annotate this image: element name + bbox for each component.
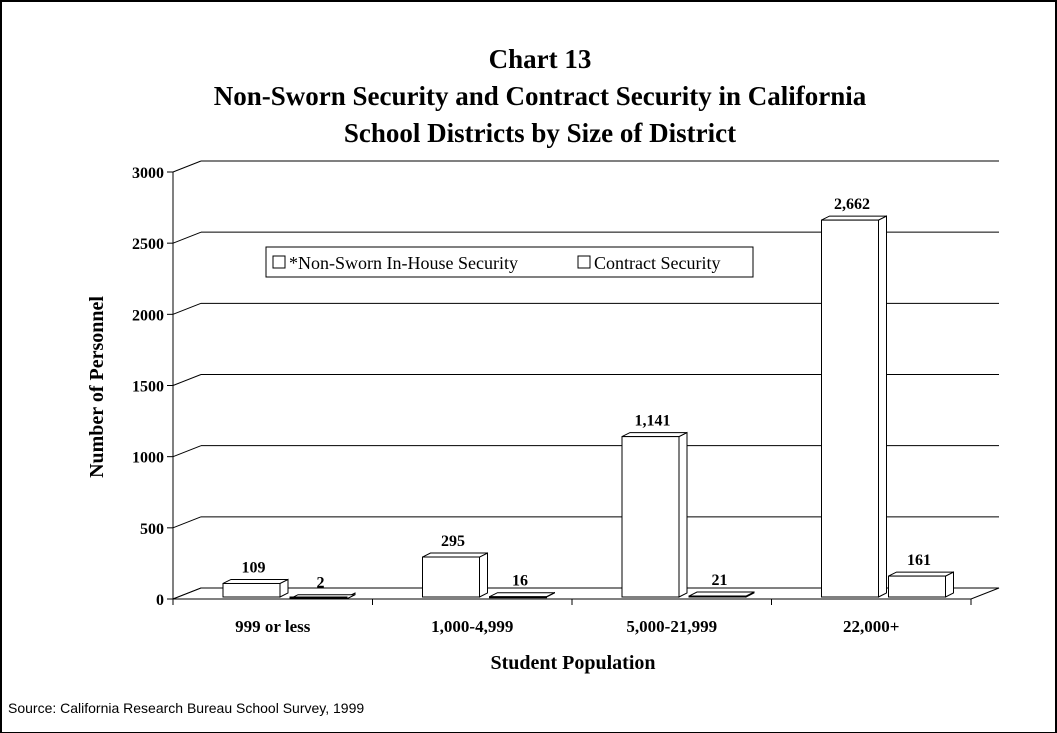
y-tick-label: 3000 <box>132 165 164 182</box>
y-tick-label: 2500 <box>132 236 164 253</box>
bar-front <box>621 436 680 598</box>
bar-contract: 2 <box>289 575 356 600</box>
bar-side <box>479 552 488 598</box>
bar-front <box>222 582 281 598</box>
legend: *Non-Sworn In-House Security Contract Se… <box>265 246 754 278</box>
data-label: 21 <box>712 572 728 589</box>
data-label: 16 <box>512 573 528 590</box>
gridline-connector <box>172 445 202 458</box>
data-label: 2,662 <box>834 196 870 213</box>
y-tick-label: 2000 <box>132 307 164 324</box>
floor-plane-outline <box>172 587 1000 600</box>
data-label: 161 <box>907 552 931 569</box>
legend-swatch-contract <box>577 255 591 269</box>
chart-title-line-2: Non-Sworn Security and Contract Security… <box>214 81 867 111</box>
bar-top <box>621 432 688 438</box>
gridline-connector <box>172 160 202 173</box>
chart-floor <box>172 587 1000 600</box>
bar-top <box>489 592 555 598</box>
x-category-label: 22,000+ <box>843 617 899 636</box>
gridline-connector <box>172 302 202 315</box>
y-tick-label: 0 <box>156 592 164 609</box>
gridline-connector <box>172 516 202 529</box>
bar-front <box>688 595 747 598</box>
x-category-label: 5,000-21,999 <box>626 617 717 636</box>
data-label: 109 <box>242 559 266 576</box>
bar-contract: 16 <box>489 573 555 599</box>
source-note: Source: California Research Bureau Schoo… <box>8 700 365 716</box>
gridline-connector <box>172 374 202 386</box>
bar-side <box>678 431 688 598</box>
bar-front <box>888 575 946 598</box>
bar-top <box>821 215 887 221</box>
x-category-label: 1,000-4,999 <box>431 617 513 636</box>
bar-top <box>888 571 954 577</box>
bar-contract: 21 <box>688 572 755 598</box>
bar-front <box>821 219 879 598</box>
bar-contract: 161 <box>888 552 954 598</box>
bar-top <box>688 591 755 597</box>
bar-top <box>222 578 289 584</box>
bar-in-house: 2,662 <box>821 196 887 598</box>
legend-label-contract: Contract Security <box>594 253 720 273</box>
bar-front <box>289 596 348 599</box>
data-label: 1,141 <box>635 413 671 430</box>
x-axis-title: Student Population <box>490 652 655 674</box>
legend-box <box>265 246 754 278</box>
y-tick-label: 1500 <box>132 379 164 396</box>
data-label: 295 <box>441 533 465 550</box>
y-tick-label: 1000 <box>132 450 164 467</box>
y-axis-title: Number of Personnel <box>86 296 108 478</box>
data-label: 2 <box>317 575 325 592</box>
bar-in-house: 295 <box>422 533 488 598</box>
axes: 0 500 1000 1500 2000 2500 3000 999 or less 1,000… <box>132 165 972 636</box>
legend-swatch-in-house <box>272 255 286 269</box>
y-tick-label: 500 <box>140 521 164 538</box>
gridline-connector <box>172 231 202 244</box>
bar-side <box>878 215 887 598</box>
bars: 109 295 1,141 2,662 2 16 21 161 <box>222 196 954 600</box>
bar-in-house: 1,141 <box>621 413 688 598</box>
bar-front <box>489 596 547 599</box>
bar-front <box>422 556 480 598</box>
chart-title-line-3: School Districts by Size of District <box>344 118 736 148</box>
bar-top <box>422 552 488 558</box>
x-category-label: 999 or less <box>235 617 311 636</box>
chart-title-line-1: Chart 13 <box>489 44 592 74</box>
bar-in-house: 109 <box>222 559 289 598</box>
legend-label-in-house: *Non-Sworn In-House Security <box>289 253 518 273</box>
